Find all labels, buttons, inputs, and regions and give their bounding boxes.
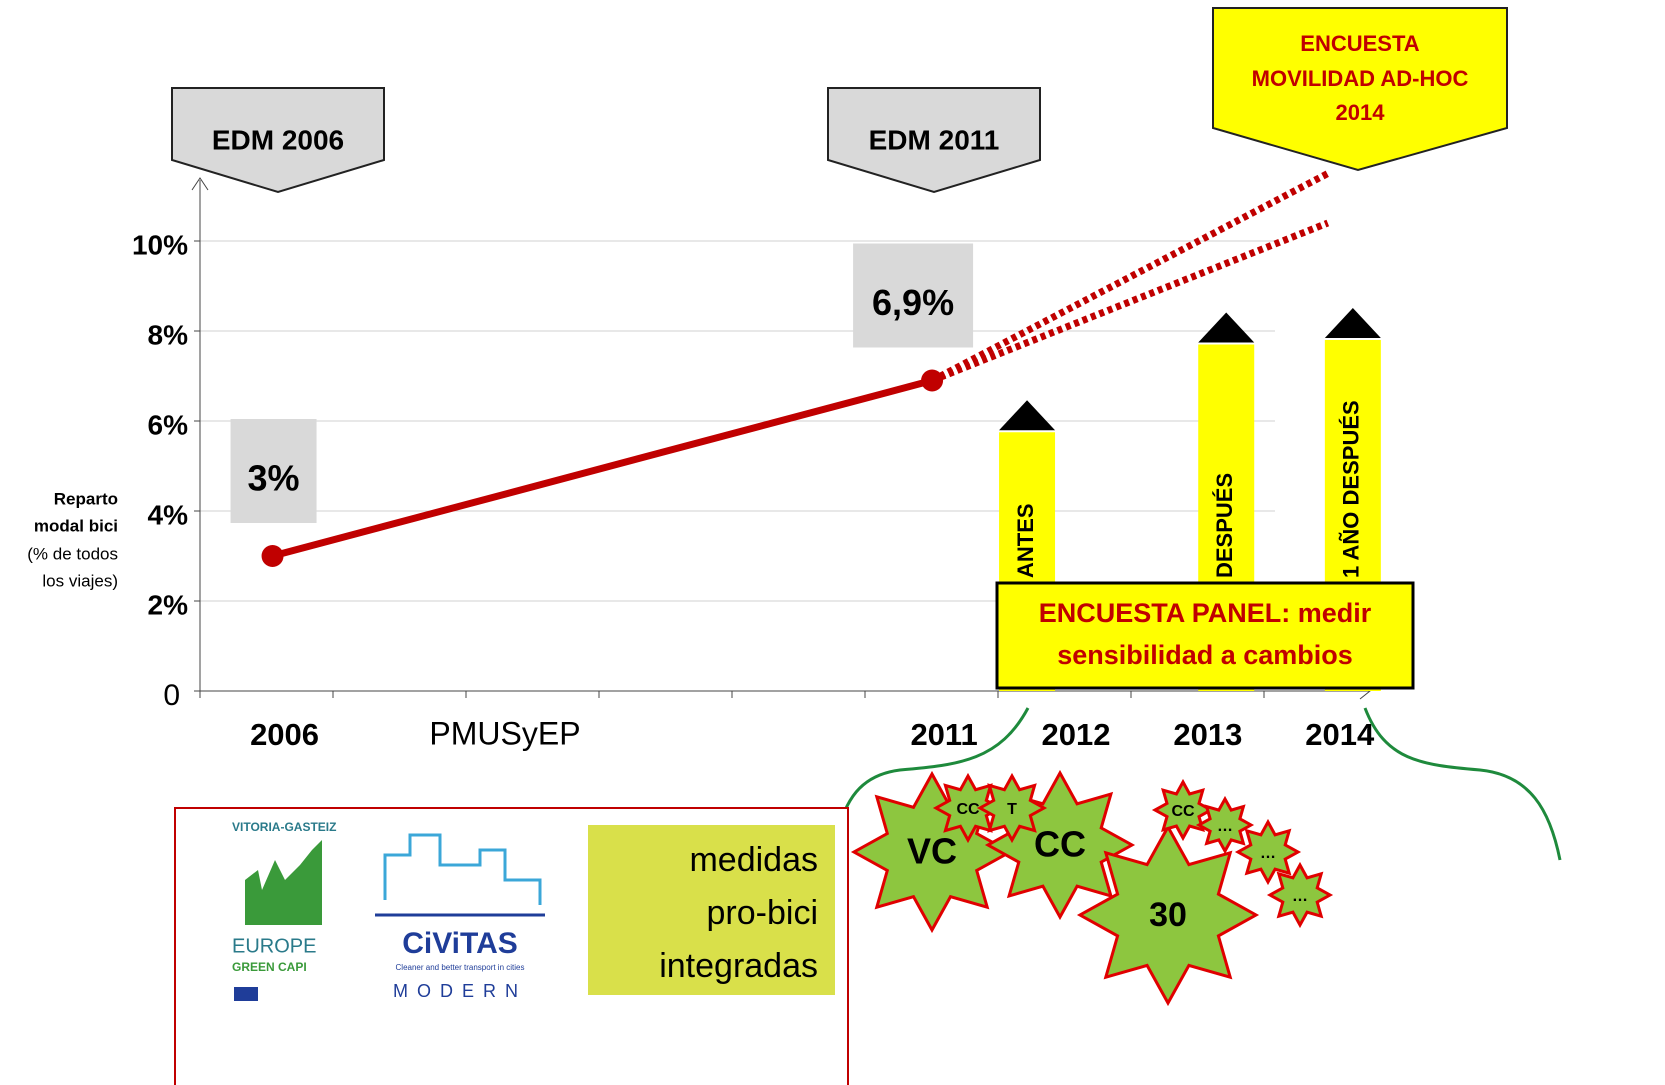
y-tick-label: 8% [148, 319, 189, 350]
y-axis-label: Reparto [54, 489, 118, 508]
y-tick-label: 4% [148, 499, 189, 530]
logo-text: Cleaner and better transport in cities [396, 963, 525, 972]
callout-text: EDM 2006 [212, 124, 344, 155]
logo-text: EUROPE [232, 935, 316, 957]
x-tick-label: 2014 [1305, 717, 1375, 752]
x-tick-label: 2011 [910, 717, 977, 752]
y-axis-note: los viajes) [42, 571, 118, 590]
bar-arrow [999, 400, 1055, 430]
star-label: CC [1171, 803, 1195, 820]
y-tick-label: 2% [148, 589, 189, 620]
x-tick-label: 2006 [250, 717, 319, 752]
note-text: integradas [659, 947, 818, 985]
bar-arrow [1198, 313, 1254, 343]
note-text: medidas [689, 841, 818, 879]
logo-text: CiViTAS [402, 927, 518, 960]
callout-text: EDM 2011 [869, 124, 1000, 155]
period-label: PMUSyEP [429, 715, 580, 751]
callout-text: ENCUESTA [1300, 31, 1419, 56]
value-label: 3% [248, 458, 300, 499]
point [921, 370, 943, 392]
slide: EDM 2006 EDM 2011 ENCUESTA MOVILIDAD AD-… [0, 0, 1665, 1085]
x-tick-label: 2012 [1041, 717, 1110, 752]
brace-curve [1365, 708, 1560, 860]
panel-text: ENCUESTA PANEL: medir [1039, 598, 1372, 628]
y-tick-label: 0 [163, 679, 180, 712]
y-axis-label: modal bici [34, 516, 118, 535]
note-text: pro-bici [707, 894, 818, 932]
star-label: T [1007, 801, 1017, 818]
logo-text: VITORIA-GASTEIZ [232, 820, 336, 834]
point [262, 545, 284, 567]
stars: VC CC 30 CC T CC … … … [854, 773, 1330, 1003]
callout-text: MOVILIDAD AD-HOC [1252, 66, 1469, 91]
star-label: … [1292, 888, 1308, 905]
bar-label: ANTES [1013, 503, 1038, 578]
callout-text: 2014 [1336, 100, 1386, 125]
panel-text: sensibilidad a cambios [1057, 640, 1353, 670]
bar-label: 1 AÑO DESPUÉS [1339, 400, 1364, 578]
projection-line [932, 223, 1328, 381]
y-tick-label: 10% [132, 229, 188, 260]
logo-text: GREEN CAPI [232, 960, 307, 974]
value-label: 6,9% [872, 282, 954, 323]
chart: 0 2% 4% 6% 8% 10% 2006 2011 2012 2013 2014 ANTES DES… [132, 174, 1413, 753]
projection-line [932, 174, 1328, 381]
bar-label: DESPUÉS [1212, 473, 1237, 578]
star-label: … [1217, 818, 1233, 835]
x-tick-label: 2013 [1173, 717, 1242, 752]
y-tick-label: 6% [148, 409, 189, 440]
logo-text: MODERN [393, 981, 527, 1001]
star-label: … [1260, 845, 1276, 862]
y-axis-note: (% de todos [27, 544, 118, 563]
logo-flag [234, 987, 258, 1001]
bar-arrow [1325, 308, 1381, 338]
star-label: CC [956, 801, 980, 818]
star-label: VC [907, 831, 957, 872]
page: {"chart_data": { "type": "line", "y_labe… [0, 0, 1665, 1085]
series-line [273, 381, 933, 557]
star-label: CC [1034, 824, 1086, 865]
star-label: 30 [1149, 896, 1187, 934]
